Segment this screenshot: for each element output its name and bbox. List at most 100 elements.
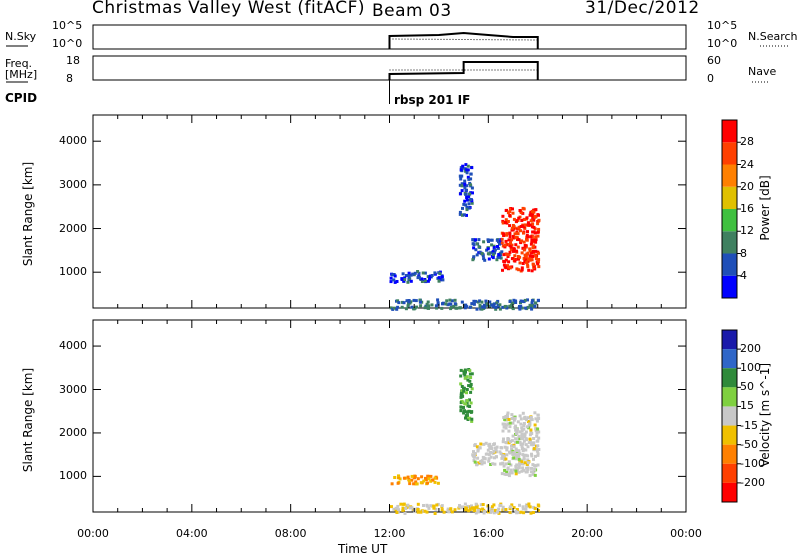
power-mark-2-14 [466, 175, 470, 179]
power-mark-4-127 [531, 250, 535, 253]
velocity-mark-1-149 [423, 509, 427, 513]
power-mark-4-170 [512, 236, 516, 240]
power-mark-4-222 [523, 253, 527, 257]
velocity-mark-4-113 [511, 453, 515, 456]
velocity-mark-1-119 [449, 507, 453, 511]
velocity-mark-2-14 [469, 376, 473, 379]
velocity-mark-2-54 [470, 410, 474, 414]
power-mark-3-66 [475, 253, 479, 257]
power-mark-4-137 [525, 237, 528, 241]
power-mark-4-141 [511, 207, 514, 211]
velocity-mark-4-106 [531, 472, 535, 476]
power-mark-4-85 [513, 232, 517, 236]
power-mark-1-157 [492, 302, 496, 306]
velocity-mark-0-33 [431, 478, 435, 482]
power-mark-3-45 [492, 246, 496, 249]
velocity-mark-4-179 [525, 462, 529, 466]
velocity-mark-4-198 [512, 445, 516, 449]
velocity-mark-2-59 [468, 372, 472, 376]
velocity-mark-4-244 [536, 453, 540, 457]
power-mark-2-33 [463, 179, 467, 183]
velocity-ylabel: Slant Range [km] [21, 367, 35, 473]
velocity-mark-4-182 [503, 415, 507, 419]
velocity-mark-1-38 [512, 506, 516, 510]
velocity-mark-0-41 [412, 476, 416, 480]
velocity-mark-4-94 [500, 472, 504, 476]
velocity-mark-1-117 [401, 506, 405, 510]
power-mark-4-81 [501, 219, 505, 223]
power-mark-1-146 [511, 307, 515, 311]
power-mark-1-51 [426, 300, 430, 304]
velocity-mark-4-243 [534, 417, 538, 421]
velocity-mark-4-230 [529, 416, 533, 419]
velocity-mark-1-47 [468, 508, 472, 511]
velocity-mark-4-115 [502, 437, 505, 441]
power-mark-4-197 [536, 222, 540, 226]
power-mark-3-12 [496, 246, 500, 250]
velocity-mark-1-125 [490, 505, 494, 509]
velocity-mark-1-141 [475, 505, 479, 509]
velocity-mark-2-18 [463, 373, 467, 377]
power-mark-3-59 [471, 258, 475, 262]
velocity-mark-4-169 [518, 414, 522, 418]
x-tick-label-0: 00:00 [77, 527, 109, 540]
power-mark-1-84 [436, 302, 440, 306]
power-mark-2-34 [458, 183, 462, 187]
velocity-mark-2-41 [462, 386, 466, 390]
velocity-mark-1-151 [464, 508, 468, 512]
power-ylabel: Slant Range [km] [21, 161, 35, 267]
velocity-mark-4-61 [510, 444, 513, 448]
power-mark-1-1 [400, 305, 404, 309]
power-mark-4-240 [528, 223, 532, 227]
velocity-colorbar-tick-label-1: 100 [740, 361, 761, 375]
power-mark-4-124 [504, 218, 508, 222]
velocity-mark-1-100 [493, 508, 497, 512]
velocity-mark-3-26 [490, 447, 494, 450]
velocity-mark-1-39 [416, 502, 420, 506]
velocity-mark-4-146 [519, 417, 523, 421]
power-mark-1-41 [448, 298, 452, 302]
power-mark-4-199 [504, 209, 508, 212]
velocity-mark-4-150 [526, 466, 530, 470]
velocity-mark-1-124 [502, 508, 506, 512]
velocity-mark-4-168 [517, 465, 521, 469]
power-mark-4-105 [526, 251, 530, 255]
velocity-mark-4-241 [515, 463, 519, 467]
power-mark-4-254 [522, 248, 526, 252]
power-mark-2-17 [465, 184, 469, 188]
power-mark-4-132 [507, 253, 511, 257]
velocity-mark-2-65 [459, 368, 463, 372]
power-mark-4-213 [529, 235, 533, 239]
velocity-mark-2-23 [460, 385, 464, 388]
power-mark-4-12 [519, 229, 522, 233]
power-mark-1-152 [402, 301, 406, 305]
power-mark-4-208 [533, 215, 537, 219]
strip-lines [6, 31, 790, 104]
power-mark-4-52 [520, 251, 524, 255]
velocity-mark-1-97 [492, 511, 496, 515]
velocity-mark-4-38 [502, 425, 506, 429]
power-mark-0-62 [430, 274, 434, 277]
velocity-mark-3-57 [479, 442, 483, 446]
power-mark-2-5 [465, 205, 469, 209]
power-mark-0-63 [390, 273, 394, 277]
station-title: Christmas Valley West (fitACF) [92, 0, 366, 18]
velocity-mark-4-28 [510, 448, 514, 451]
velocity-mark-4-89 [515, 449, 519, 453]
power-mark-4-20 [522, 240, 526, 244]
power-mark-1-130 [528, 303, 532, 307]
power-mark-1-92 [512, 298, 516, 302]
power-mark-4-15 [510, 243, 514, 247]
power-mark-2-62 [465, 188, 468, 192]
velocity-mark-4-100 [507, 462, 511, 465]
velocity-mark-4-170 [537, 448, 541, 452]
velocity-mark-4-233 [524, 443, 528, 447]
power-mark-4-242 [520, 224, 524, 228]
velocity-mark-2-38 [464, 370, 467, 374]
power-mark-0-28 [393, 274, 397, 278]
velocity-mark-4-257 [506, 466, 510, 470]
power-mark-4-225 [517, 257, 520, 261]
velocity-colorbar-swatch-0 [722, 330, 737, 350]
power-ytick-label-1: 2000 [59, 221, 87, 235]
velocity-mark-4-208 [507, 418, 511, 421]
